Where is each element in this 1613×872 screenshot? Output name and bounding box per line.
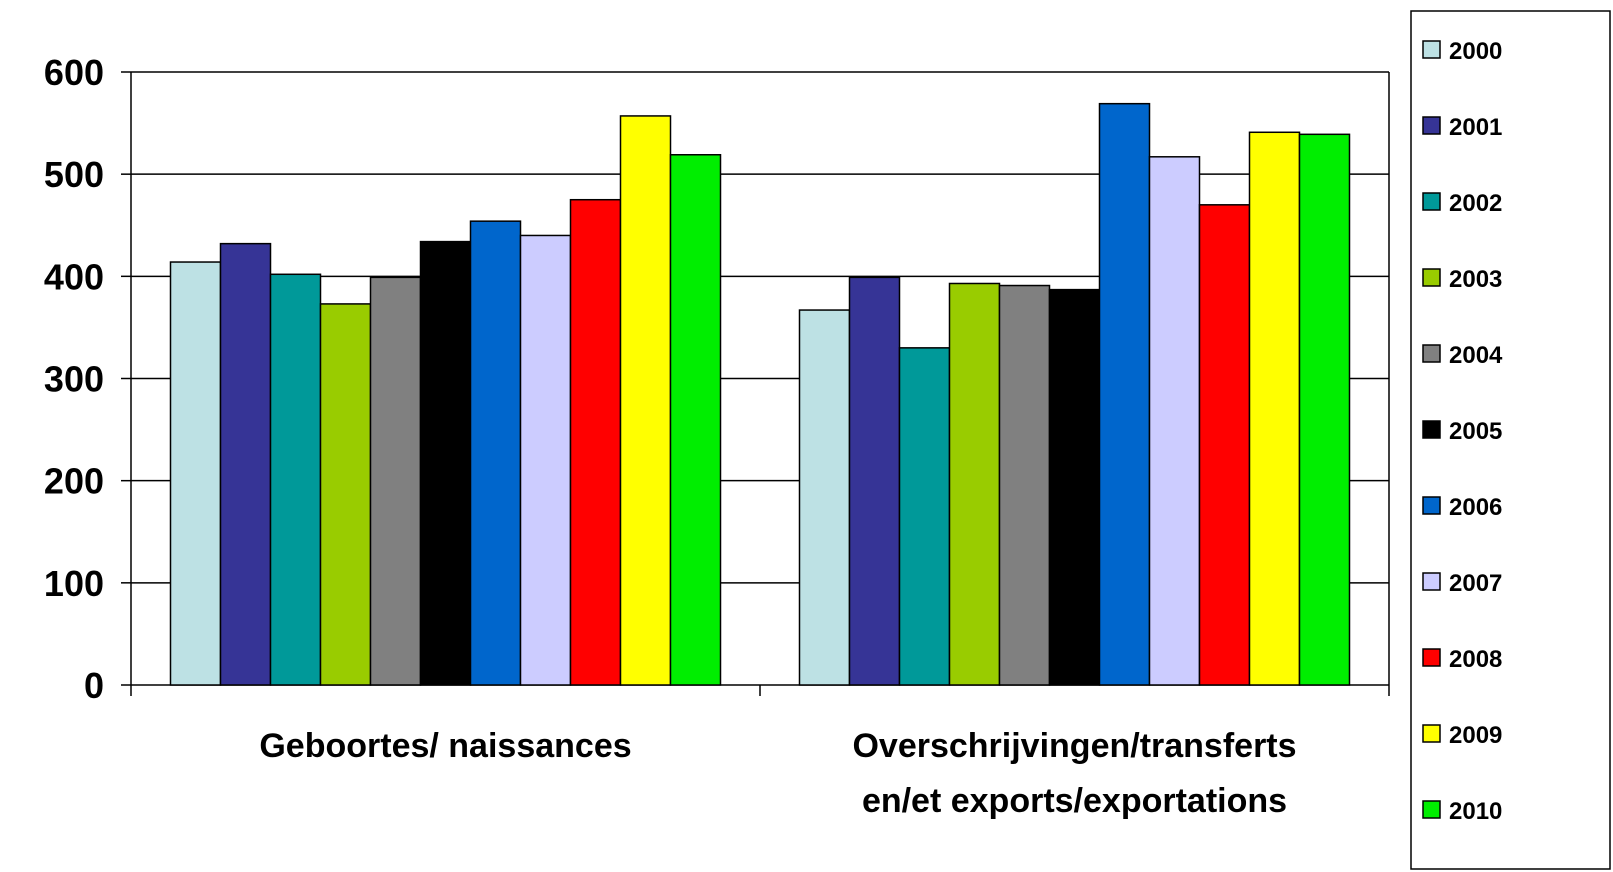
legend-label-2002: 2002 — [1449, 190, 1502, 217]
legend-swatch-2003 — [1422, 268, 1441, 287]
legend-swatch-2008 — [1422, 648, 1441, 667]
x-axis-category-labels: Geboortes/ naissances Overschrijvingen/tr… — [259, 727, 1296, 820]
bar-2005-1 — [419, 240, 472, 686]
bar-2002-2 — [898, 347, 951, 686]
bar-2001-1 — [219, 242, 272, 686]
legend-swatch-2010 — [1422, 800, 1441, 819]
legend-label-2009: 2009 — [1449, 722, 1502, 749]
bar-2008-2 — [1198, 204, 1251, 686]
bar-2005-2 — [1048, 288, 1101, 686]
legend-swatch-2007 — [1422, 572, 1441, 591]
bar-2002-1 — [269, 273, 322, 686]
legend-swatch-2004 — [1422, 344, 1441, 363]
bar-2006-1 — [469, 220, 522, 686]
bar-2007-1 — [519, 234, 572, 686]
legend-label-2010: 2010 — [1449, 798, 1502, 825]
legend-label-2004: 2004 — [1449, 342, 1503, 369]
legend-box — [1410, 10, 1611, 870]
y-tick-label: 100 — [44, 563, 104, 604]
y-axis-tick-labels: 0 100 200 300 400 500 600 — [44, 52, 104, 706]
bar-2000-2 — [798, 309, 851, 686]
bar-2004-1 — [369, 276, 422, 686]
legend-label-2000: 2000 — [1449, 38, 1502, 65]
bar-2006-2 — [1098, 102, 1151, 686]
bar-2009-1 — [619, 115, 672, 686]
legend-label-2003: 2003 — [1449, 266, 1502, 293]
y-tick-label: 500 — [44, 154, 104, 195]
legend-label-2006: 2006 — [1449, 494, 1502, 521]
bar-2008-1 — [569, 198, 622, 686]
legend-swatch-2000 — [1422, 40, 1441, 59]
bar-2010-2 — [1298, 133, 1351, 686]
legend-label-2007: 2007 — [1449, 570, 1502, 597]
y-tick-label: 0 — [84, 665, 104, 706]
legend-label-2001: 2001 — [1449, 114, 1502, 141]
legend-label-2005: 2005 — [1449, 418, 1502, 445]
y-tick-label: 600 — [44, 52, 104, 93]
bar-2000-1 — [169, 261, 222, 686]
x-category-label: en/et exports/exportations — [862, 782, 1287, 820]
y-tick-label: 200 — [44, 461, 104, 502]
x-category-label: Geboortes/ naissances — [259, 727, 631, 765]
bars — [169, 102, 1351, 686]
y-tick-label: 400 — [44, 256, 104, 297]
legend: 2000 2001 2002 2003 2004 2005 2006 2007 2008 2009… — [1410, 10, 1611, 870]
x-category-label: Overschrijvingen/transferts — [852, 727, 1296, 765]
legend-swatch-2001 — [1422, 116, 1441, 135]
legend-swatch-2006 — [1422, 496, 1441, 515]
bar-2003-2 — [948, 282, 1001, 686]
bar-2010-1 — [669, 154, 722, 686]
bar-2003-1 — [319, 303, 372, 686]
y-tick-label: 300 — [44, 359, 104, 400]
bar-2004-2 — [998, 284, 1051, 686]
legend-swatch-2009 — [1422, 724, 1441, 743]
legend-swatch-2005 — [1422, 420, 1441, 439]
legend-swatch-2002 — [1422, 192, 1441, 211]
bar-2007-2 — [1148, 156, 1201, 686]
bar-2009-2 — [1248, 131, 1301, 686]
bar-2001-2 — [848, 276, 901, 686]
legend-label-2008: 2008 — [1449, 646, 1502, 673]
